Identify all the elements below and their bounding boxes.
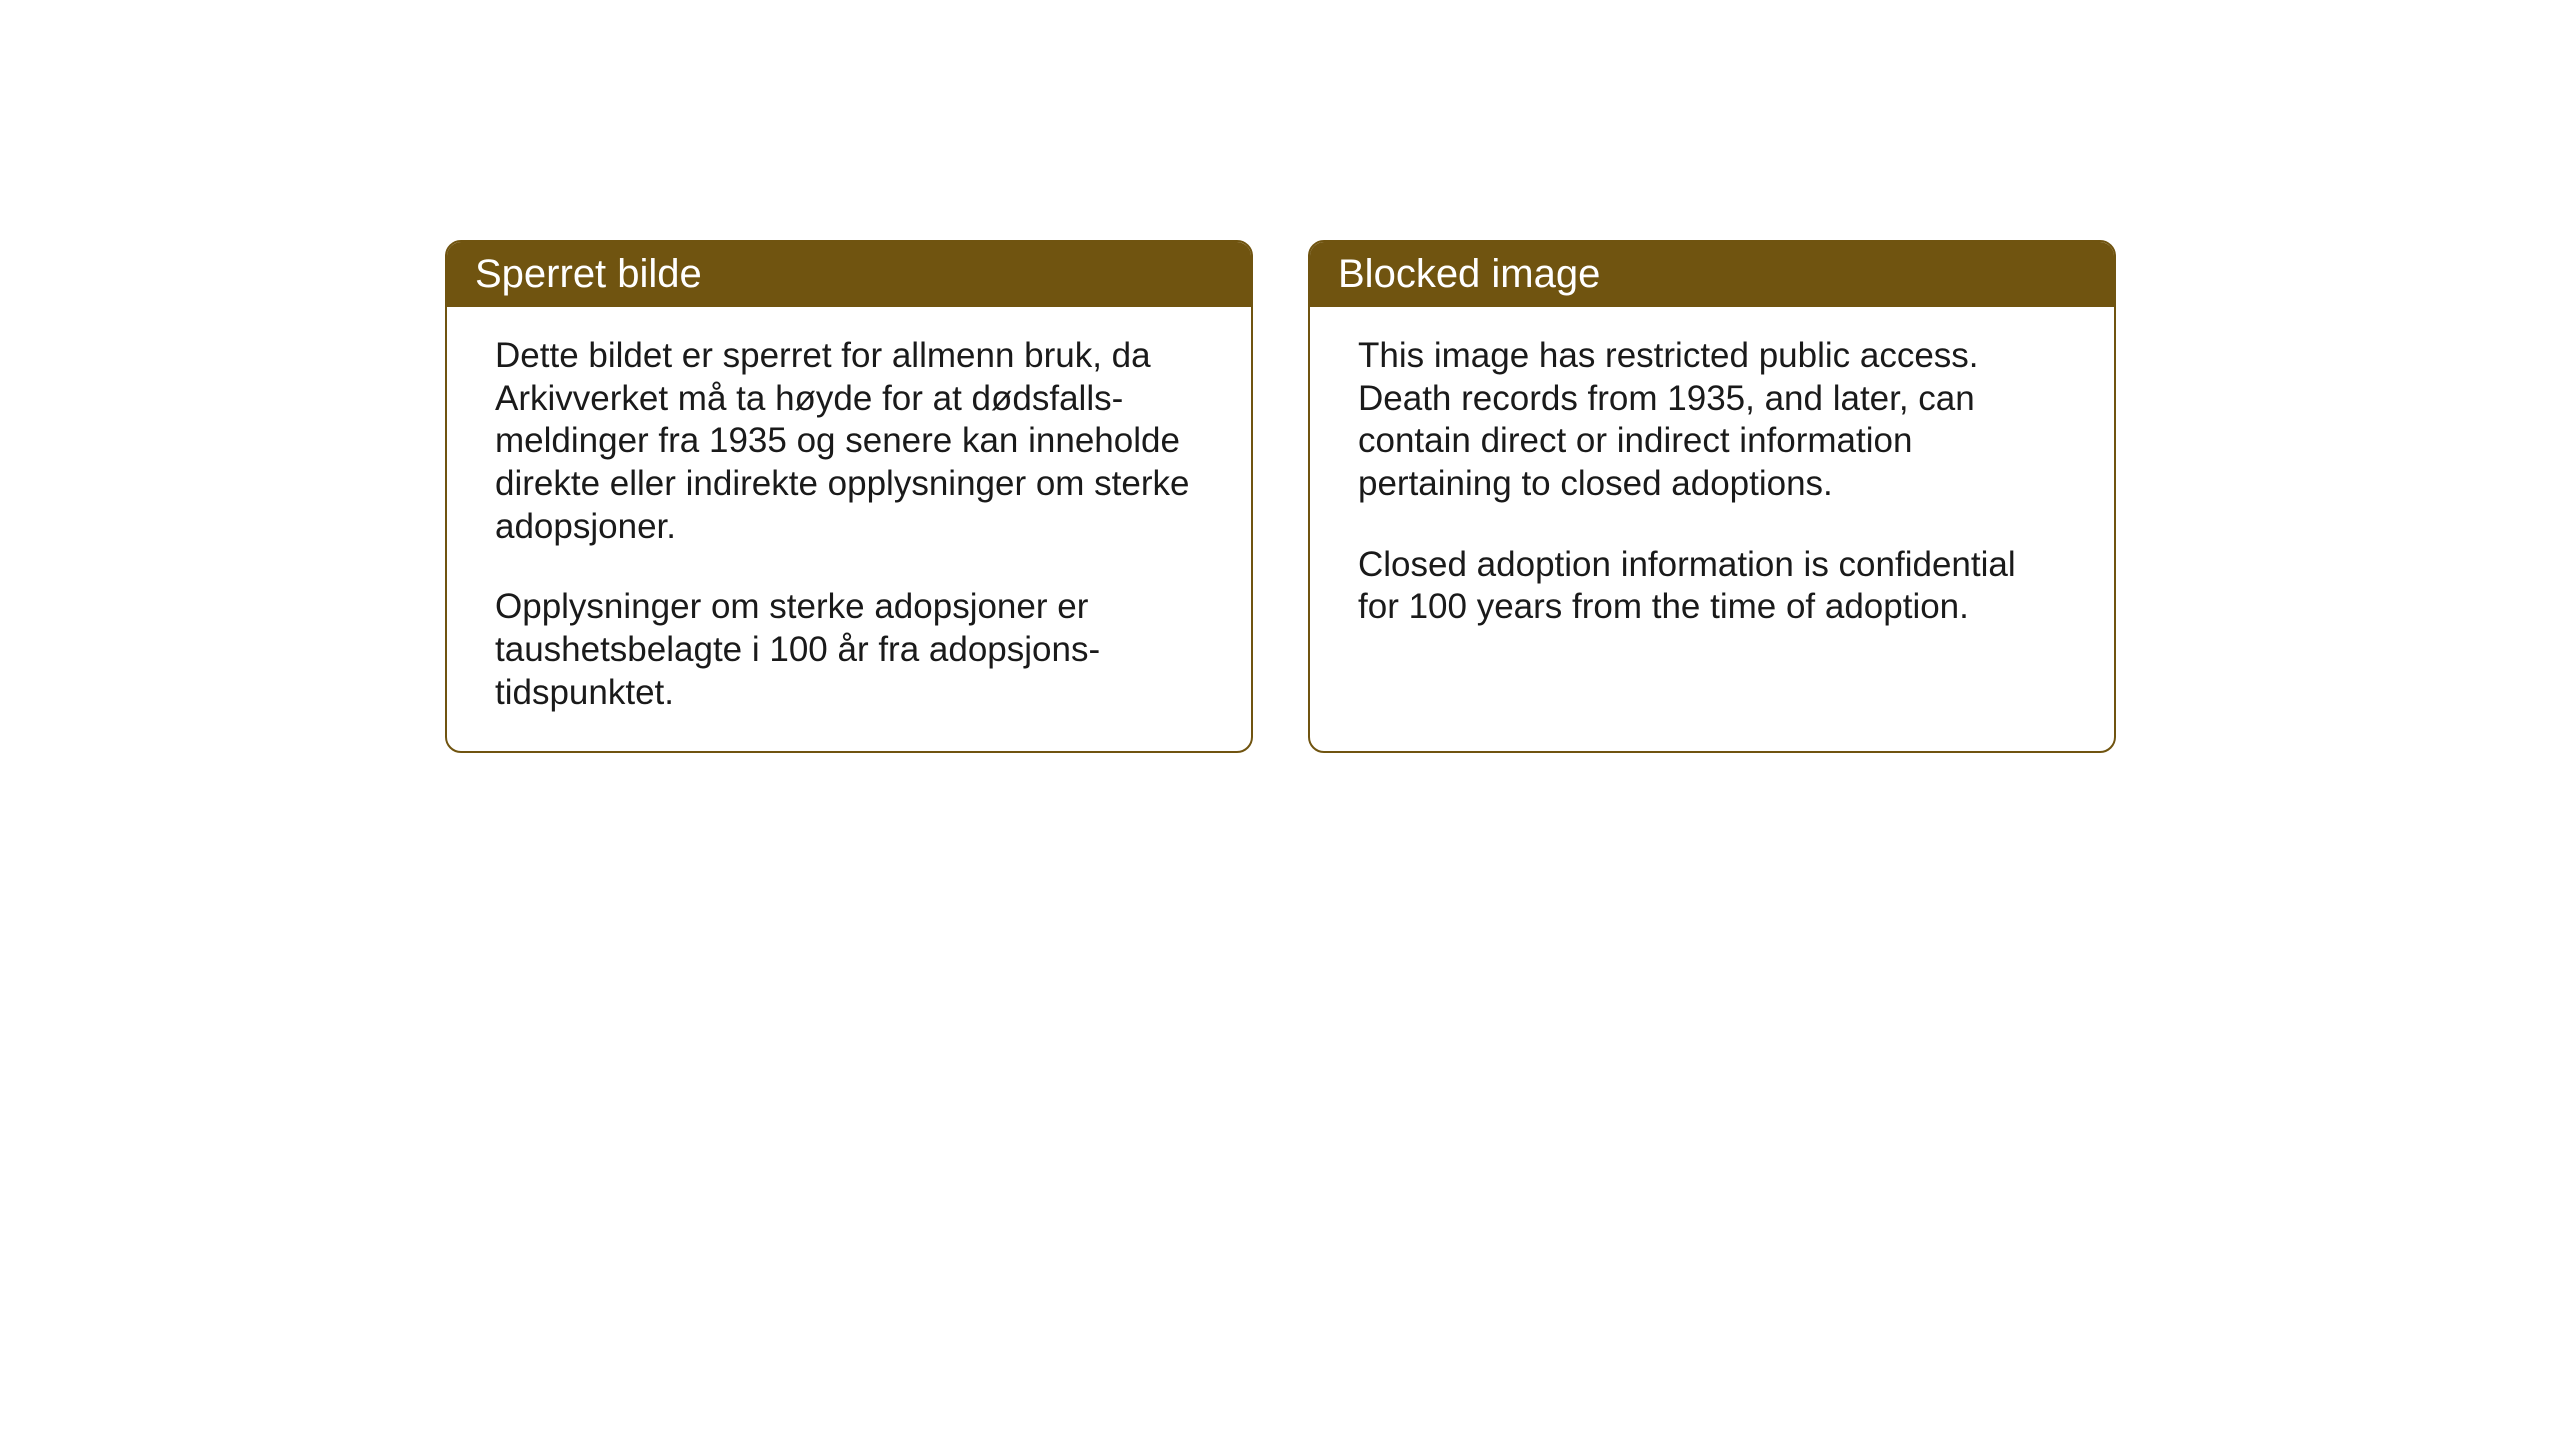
english-card-body: This image has restricted public access.…	[1310, 307, 2114, 665]
norwegian-paragraph-1: Dette bildet er sperret for allmenn bruk…	[495, 335, 1203, 548]
norwegian-card-header: Sperret bilde	[447, 242, 1251, 307]
norwegian-notice-card: Sperret bilde Dette bildet er sperret fo…	[445, 240, 1253, 753]
notice-container: Sperret bilde Dette bildet er sperret fo…	[445, 240, 2116, 753]
norwegian-card-title: Sperret bilde	[475, 252, 702, 296]
english-paragraph-2: Closed adoption information is confident…	[1358, 544, 2066, 629]
english-notice-card: Blocked image This image has restricted …	[1308, 240, 2116, 753]
norwegian-card-body: Dette bildet er sperret for allmenn bruk…	[447, 307, 1251, 751]
english-card-header: Blocked image	[1310, 242, 2114, 307]
norwegian-paragraph-2: Opplysninger om sterke adopsjoner er tau…	[495, 586, 1203, 714]
english-paragraph-1: This image has restricted public access.…	[1358, 335, 2066, 506]
english-card-title: Blocked image	[1338, 252, 1600, 296]
